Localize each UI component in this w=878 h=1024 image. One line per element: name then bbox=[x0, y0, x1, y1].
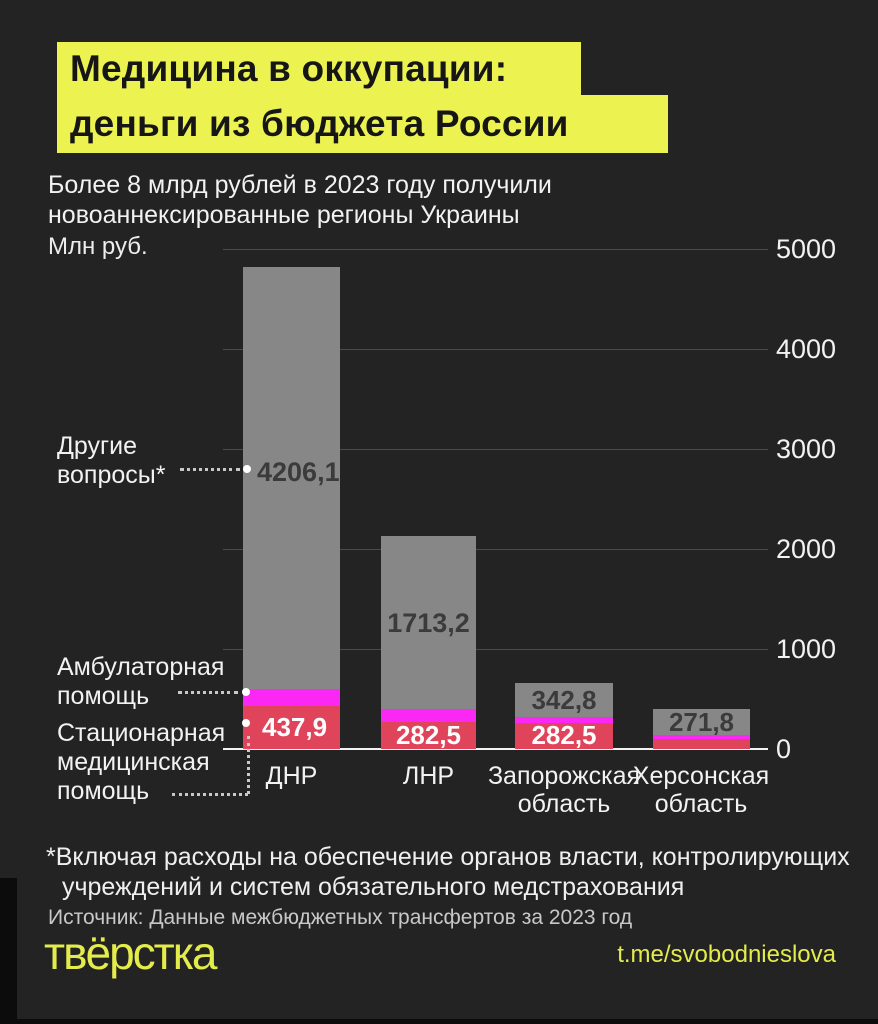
background-corner-left bbox=[0, 878, 17, 1024]
source-line: Источник: Данные межбюджетных трансферто… bbox=[48, 906, 633, 929]
bar-lnr-segment-other bbox=[381, 536, 476, 709]
bar-dnr-segment-other bbox=[243, 267, 340, 689]
bar-zaporizhzhia-value-other: 342,8 bbox=[531, 685, 597, 715]
bar-lnr-value-other: 1713,2 bbox=[387, 608, 470, 638]
bar-lnr-segment-ambulatory bbox=[381, 709, 476, 722]
title-text-2: деньги из бюджета России bbox=[70, 103, 569, 144]
leader-dot-stationary bbox=[242, 719, 250, 727]
verstka-logo: твёрстка bbox=[44, 927, 217, 979]
bar-dnr-value-other: 4206,1 bbox=[257, 457, 340, 487]
page-title-line1: Медицина в оккупации: bbox=[57, 42, 581, 95]
legend-ambulatory-care: Амбулаторная помощь bbox=[57, 653, 225, 710]
bar-zaporizhzhia-value-stationary: 282,5 bbox=[531, 720, 597, 750]
bar-zaporizhzhia-segment-stationary bbox=[515, 723, 613, 749]
leader-line-other bbox=[180, 468, 240, 471]
bar-kherson-segment-other bbox=[653, 709, 750, 735]
page-title-line2: деньги из бюджета России bbox=[57, 95, 668, 153]
y-tick-1000: 1000 bbox=[776, 634, 837, 664]
bar-kherson-value-other: 271,8 bbox=[668, 707, 735, 737]
bar-kherson-segment-ambulatory bbox=[653, 735, 750, 739]
category-label-dnr: ДНР bbox=[265, 762, 318, 790]
gridline-1000 bbox=[223, 649, 768, 650]
background-corner-bottom bbox=[0, 1019, 878, 1024]
bar-dnr-segment-stationary bbox=[243, 706, 340, 749]
leader-dot-other bbox=[243, 465, 251, 473]
x-axis-line bbox=[223, 748, 768, 750]
y-axis-unit-label: Млн руб. bbox=[48, 233, 148, 260]
y-tick-0: 0 bbox=[776, 734, 792, 764]
y-tick-2000: 2000 bbox=[776, 534, 837, 564]
bar-kherson-segment-stationary bbox=[653, 739, 750, 749]
bar-lnr-segment-stationary bbox=[381, 722, 476, 749]
telegram-link[interactable]: t.me/svobodnieslova bbox=[617, 941, 836, 968]
legend-other-expenses: Другие вопросы* bbox=[57, 432, 166, 489]
bar-lnr-value-stationary: 282,5 bbox=[395, 720, 462, 750]
bar-dnr-value-stationary: 437,9 bbox=[262, 712, 328, 742]
gridline-4000 bbox=[223, 349, 768, 350]
chart-subtitle: Более 8 млрд рублей в 2023 году получили… bbox=[48, 171, 552, 229]
y-tick-5000: 5000 bbox=[776, 234, 837, 264]
category-label-zaporizhzhia: Запорожская область bbox=[487, 762, 641, 818]
title-text-1: Медицина в оккупации: bbox=[70, 47, 508, 89]
leader-line-ambulatory bbox=[178, 691, 238, 694]
footnote: *Включая расходы на обеспечение органов … bbox=[46, 843, 850, 901]
leader-line-stationary-horizontal bbox=[172, 793, 248, 796]
gridline-5000 bbox=[223, 249, 768, 250]
bar-zaporizhzhia-segment-other bbox=[515, 683, 613, 717]
bar-zaporizhzhia-segment-ambulatory bbox=[515, 717, 613, 723]
bar-dnr-segment-ambulatory bbox=[243, 689, 340, 706]
gridline-3000 bbox=[223, 449, 768, 450]
leader-dot-ambulatory bbox=[242, 688, 250, 696]
y-tick-4000: 4000 bbox=[776, 334, 837, 364]
y-tick-3000: 3000 bbox=[776, 434, 837, 464]
legend-stationary-care: Стационарная медицинская помощь bbox=[57, 719, 226, 805]
category-label-lnr: ЛНР bbox=[402, 762, 455, 790]
leader-line-stationary-vertical bbox=[247, 736, 250, 794]
gridline-2000 bbox=[223, 549, 768, 550]
category-label-kherson: Херсонская область bbox=[632, 762, 770, 818]
